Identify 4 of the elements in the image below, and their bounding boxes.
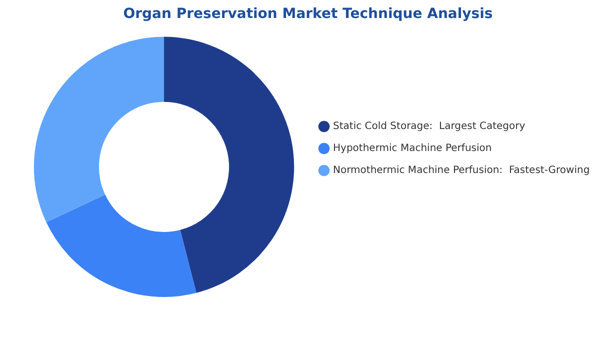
legend-label: Hypothermic Machine Perfusion	[333, 143, 492, 154]
chart-title: Organ Preservation Market Technique Analysis	[123, 6, 493, 22]
legend-label: Static Cold Storage: Largest Category	[333, 121, 526, 132]
legend-label: Normothermic Machine Perfusion: Fastest-Growing	[333, 165, 590, 176]
